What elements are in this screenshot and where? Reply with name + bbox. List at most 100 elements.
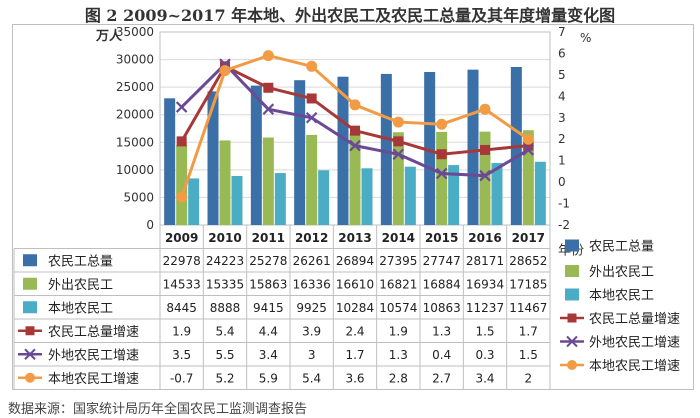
legend-label: 本地农民工 bbox=[589, 289, 654, 304]
x-tick-label: 2010 bbox=[208, 231, 241, 245]
left-axis-tick-label: 15000 bbox=[116, 135, 154, 149]
x-tick-label: 2014 bbox=[382, 231, 415, 245]
marker-circle bbox=[262, 50, 274, 62]
bar-1 bbox=[294, 80, 306, 225]
table-row-label: 本地农民工增速 bbox=[48, 372, 139, 387]
bar-2 bbox=[176, 144, 188, 225]
data-label: 2.8 bbox=[389, 371, 408, 385]
data-label: 28652 bbox=[509, 254, 547, 268]
bar-3 bbox=[404, 166, 416, 225]
marker-x bbox=[175, 101, 188, 113]
data-label: 14533 bbox=[163, 277, 201, 291]
marker-x bbox=[262, 103, 275, 115]
marker-square bbox=[306, 93, 317, 104]
source-note: 数据来源：国家统计局历年全国农民工监测调查报告 bbox=[8, 402, 308, 417]
bar-2 bbox=[262, 137, 274, 225]
x-tick-label: 2011 bbox=[252, 231, 285, 245]
marker-x bbox=[392, 148, 405, 161]
marker-square bbox=[263, 82, 274, 93]
marker-square bbox=[176, 136, 187, 147]
marker-circle bbox=[392, 116, 404, 128]
bar-3 bbox=[361, 168, 373, 225]
data-label: 3.4 bbox=[475, 371, 494, 385]
bar-2 bbox=[522, 130, 534, 225]
data-label: 1.9 bbox=[389, 324, 408, 338]
data-label: 26894 bbox=[336, 254, 374, 268]
legend-label: 农民工总量增速 bbox=[589, 312, 680, 327]
data-label: 26261 bbox=[293, 254, 331, 268]
x-tick-label: 2017 bbox=[512, 231, 545, 245]
marker-circle bbox=[306, 60, 318, 72]
bar-3 bbox=[231, 175, 243, 225]
data-label: 5.2 bbox=[215, 371, 234, 385]
marker-circle bbox=[219, 65, 231, 77]
legend-label: 外出农民工 bbox=[589, 265, 654, 280]
data-label: 3.4 bbox=[259, 348, 278, 362]
left-axis-label: 万人 bbox=[95, 28, 123, 44]
marker-square bbox=[523, 140, 534, 151]
right-axis-tick-label: 6 bbox=[558, 46, 566, 60]
left-axis-tick-label: 25000 bbox=[116, 80, 154, 94]
data-label: 15863 bbox=[249, 277, 287, 291]
bar-1 bbox=[467, 69, 479, 225]
data-label: -0.7 bbox=[170, 371, 193, 385]
x-tick-label: 2012 bbox=[295, 231, 328, 245]
bar-1 bbox=[164, 98, 176, 225]
table-row-label: 外地农民工增速 bbox=[48, 348, 139, 363]
data-label: 8445 bbox=[166, 301, 197, 315]
x-tick-label: 2009 bbox=[165, 231, 198, 245]
marker-square bbox=[393, 136, 404, 147]
data-label: 1.7 bbox=[519, 324, 538, 338]
bar-1 bbox=[207, 91, 219, 225]
legend-key bbox=[567, 360, 577, 370]
marker-x bbox=[305, 112, 318, 124]
left-axis-tick-label: 5000 bbox=[123, 190, 154, 204]
bar-1 bbox=[380, 73, 392, 225]
bar-3 bbox=[318, 170, 330, 225]
data-label: 28171 bbox=[466, 254, 504, 268]
marker-circle bbox=[479, 103, 491, 115]
bar-3 bbox=[491, 163, 503, 225]
table-row-label: 外出农民工 bbox=[48, 278, 113, 293]
data-label: 11467 bbox=[509, 301, 547, 315]
legend-key bbox=[23, 277, 37, 290]
x-tick-label: 2015 bbox=[425, 231, 458, 245]
bar-1 bbox=[424, 71, 436, 225]
data-label: 4.4 bbox=[259, 324, 278, 338]
bar-2 bbox=[436, 131, 448, 225]
legend-key bbox=[566, 335, 578, 348]
data-label: 3 bbox=[308, 348, 316, 362]
legend-label: 外地农民工增速 bbox=[589, 336, 680, 351]
right-axis-tick-label: -2 bbox=[558, 218, 570, 232]
marker-square bbox=[480, 144, 490, 155]
right-axis-tick-label: 5 bbox=[558, 68, 566, 82]
table-row-label: 本地农民工 bbox=[48, 301, 113, 316]
marker-x bbox=[479, 169, 491, 182]
legend-key bbox=[23, 301, 37, 314]
data-label: 3.9 bbox=[302, 324, 321, 338]
data-label: 1.3 bbox=[432, 324, 451, 338]
bar-2 bbox=[349, 133, 361, 225]
data-label: 2 bbox=[525, 371, 533, 385]
bar-2 bbox=[479, 131, 491, 225]
data-label: 10574 bbox=[379, 301, 417, 315]
bar-2 bbox=[219, 140, 231, 225]
bar-1 bbox=[250, 85, 262, 225]
marker-x bbox=[349, 139, 361, 152]
data-label: 25278 bbox=[249, 254, 287, 268]
left-axis-tick-label: 10000 bbox=[116, 163, 154, 177]
data-label: 5.5 bbox=[215, 348, 234, 362]
right-axis-tick-label: 1 bbox=[558, 154, 566, 168]
legend-key bbox=[565, 288, 579, 301]
right-axis-tick-label: 3 bbox=[558, 111, 566, 125]
data-label: 3.5 bbox=[172, 348, 191, 362]
right-axis-tick-label: 0 bbox=[558, 175, 566, 189]
marker-circle bbox=[522, 133, 534, 145]
bar-3 bbox=[188, 178, 200, 225]
marker-circle bbox=[176, 191, 188, 203]
data-label: 9415 bbox=[253, 301, 284, 315]
data-label: 2.7 bbox=[432, 371, 451, 385]
right-axis-tick-label: 2 bbox=[558, 132, 566, 146]
data-label: 22978 bbox=[163, 254, 201, 268]
